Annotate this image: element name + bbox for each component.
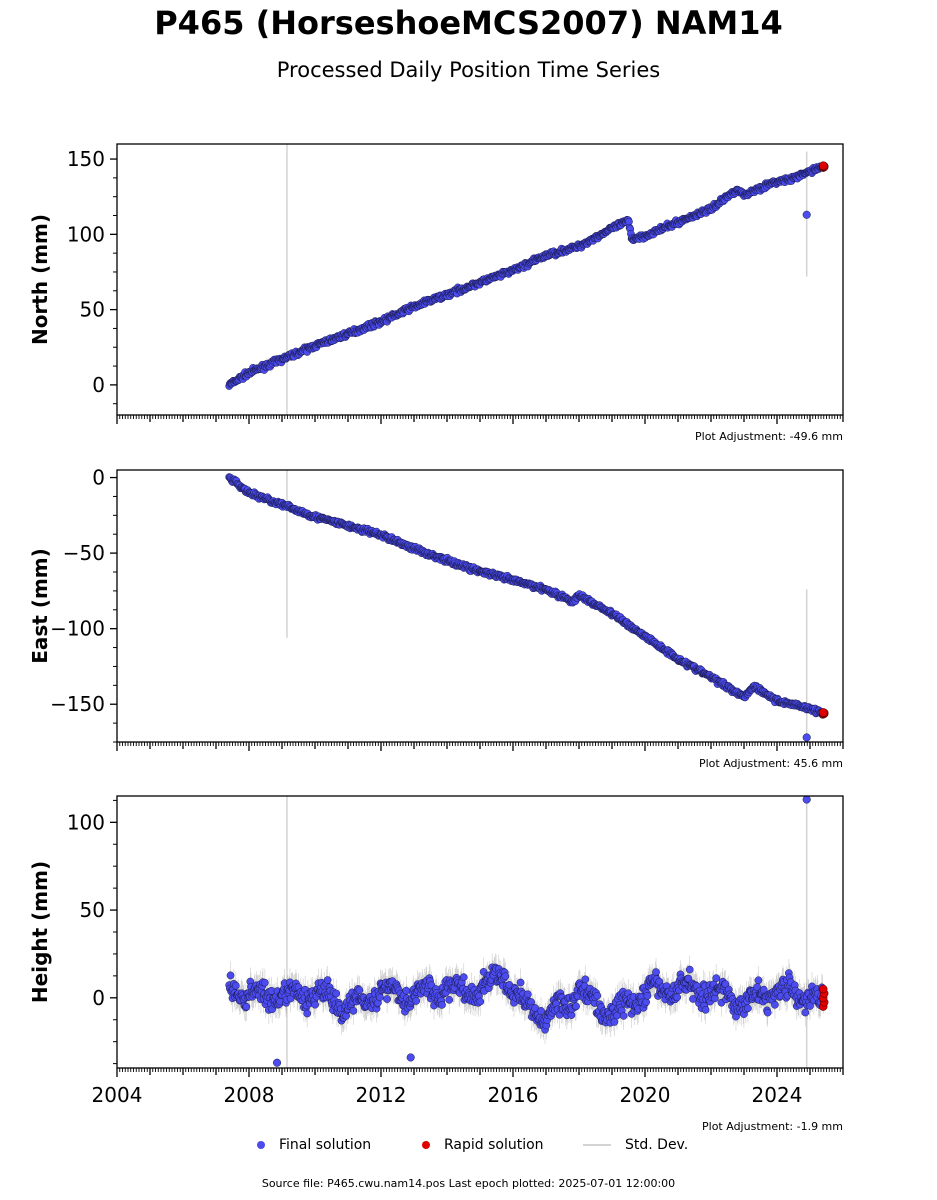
north-ylabel: North (mm) (28, 214, 52, 345)
legend-item-stddev: Std. Dev. (583, 1137, 688, 1153)
height-outlier-point-2 (406, 1053, 415, 1062)
height-final-point (537, 1007, 545, 1015)
north-rapid-point (818, 161, 828, 170)
height-final-point (712, 974, 721, 983)
height-final-point (806, 1002, 814, 1010)
east-final-points (225, 473, 828, 719)
north-outlier-point-0 (802, 210, 811, 219)
height-xtick-label: 2024 (752, 1083, 803, 1107)
height-final-point (459, 973, 468, 982)
height-ylabel: Height (mm) (28, 861, 52, 1003)
height-final-point (261, 978, 269, 987)
height-final-point (685, 965, 694, 974)
height-final-point (643, 991, 652, 1000)
north-plot-adjustment: Plot Adjustment: -49.6 mm (695, 430, 843, 443)
height-final-point (476, 997, 485, 1006)
height-final-point (375, 993, 384, 1002)
legend-final-label: Final solution (279, 1137, 372, 1153)
height-final-point (763, 1008, 772, 1017)
height-final-point (323, 976, 332, 984)
height-final-point (619, 1012, 628, 1020)
height-ytick-label: 0 (92, 986, 105, 1010)
height-xtick-label: 2016 (488, 1083, 539, 1107)
height-final-point (771, 1000, 779, 1009)
height-final-point (303, 1009, 312, 1018)
height-final-point (231, 981, 240, 990)
legend: Final solution Rapid solution Std. Dev. (0, 1137, 937, 1157)
height-final-point (383, 995, 391, 1003)
height-final-point (759, 985, 768, 994)
height-final-point (701, 1005, 710, 1014)
height-final-point (332, 989, 341, 998)
height-ytick-label: 100 (67, 810, 105, 834)
north-final-points (225, 162, 828, 390)
height-final-point (593, 991, 602, 1000)
height-outlier-point-1 (273, 1058, 282, 1067)
height-final-point (226, 971, 235, 980)
height-ytick-label: 50 (80, 898, 105, 922)
height-final-point (355, 986, 364, 994)
height-final-point (754, 976, 763, 985)
north-ytick-label: 50 (80, 298, 105, 322)
height-xtick-label: 2012 (356, 1083, 407, 1107)
legend-final-marker (257, 1141, 265, 1149)
height-final-point (652, 968, 660, 976)
legend-rapid-label: Rapid solution (444, 1137, 544, 1153)
height-final-point (501, 972, 510, 981)
page-subtitle: Processed Daily Position Time Series (276, 58, 661, 82)
height-plot-adjustment: Plot Adjustment: -1.9 mm (702, 1120, 843, 1133)
height-final-points (225, 963, 828, 1034)
north-ytick-label: 100 (67, 222, 105, 246)
height-final-point (516, 978, 525, 987)
east-outlier-point-0 (802, 733, 811, 742)
east-plot-adjustment: Plot Adjustment: 45.6 mm (699, 757, 843, 770)
height-final-point (744, 1004, 752, 1013)
height-axes-frame (116, 795, 844, 1069)
height-xtick-label: 2004 (92, 1083, 143, 1107)
east-ytick-label: −50 (63, 541, 105, 565)
north-ytick-label: 0 (92, 373, 105, 397)
height-final-point (311, 1000, 319, 1009)
legend-rapid-marker (422, 1141, 430, 1149)
height-final-point (402, 986, 411, 995)
east-rapid-point (818, 708, 828, 717)
east-ytick-label: −150 (50, 692, 105, 716)
height-final-point (412, 997, 421, 1005)
source-footer: Source file: P465.cwu.nam14.pos Last epo… (261, 1177, 676, 1190)
height-final-point (673, 993, 682, 1002)
legend-stddev-marker (583, 1144, 611, 1146)
east-axes-frame (116, 469, 844, 743)
east-ytick-label: −100 (50, 617, 105, 641)
east-ylabel: East (mm) (28, 548, 52, 664)
height-final-point (642, 998, 650, 1007)
height-final-point (438, 1001, 446, 1009)
height-outlier-point-0 (802, 795, 811, 804)
height-final-point (572, 1002, 580, 1011)
north-ytick-label: 150 (67, 147, 105, 171)
height-final-point (242, 1002, 251, 1011)
legend-stddev-label: Std. Dev. (625, 1137, 689, 1153)
height-final-point (801, 1008, 810, 1017)
height-rapid-point (818, 984, 828, 994)
east-ytick-label: 0 (92, 466, 105, 490)
height-xtick-label: 2020 (620, 1083, 671, 1107)
page-title: P465 (HorseshoeMCS2007) NAM14 (154, 4, 783, 42)
height-final-point (524, 990, 532, 999)
height-final-point (710, 994, 719, 1003)
height-xtick-label: 2008 (224, 1083, 275, 1107)
height-final-point (445, 996, 454, 1004)
legend-item-final: Final solution (257, 1137, 371, 1153)
legend-item-rapid: Rapid solution (422, 1137, 544, 1153)
height-final-point (349, 1007, 358, 1015)
height-final-point (581, 975, 590, 984)
